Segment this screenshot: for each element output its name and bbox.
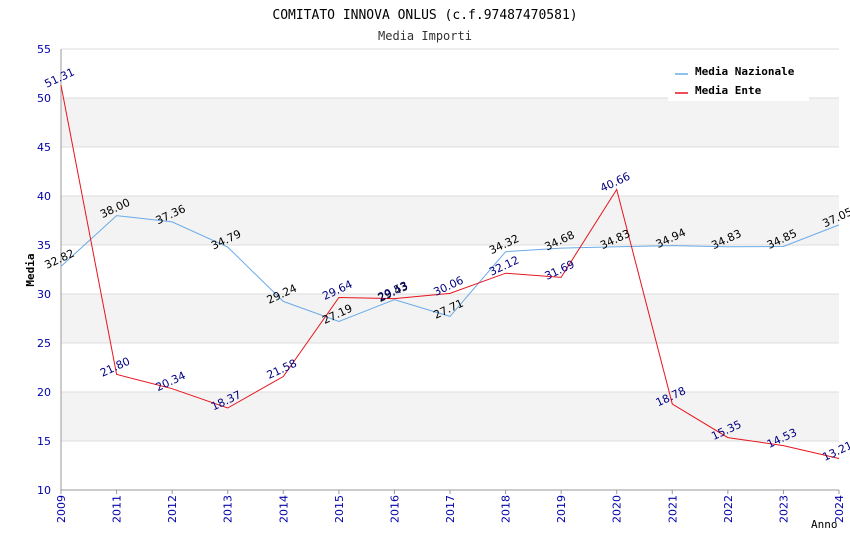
x-axis-label: Anno xyxy=(811,518,838,531)
plot-band xyxy=(61,196,839,245)
x-tick-label: 2013 xyxy=(222,495,235,523)
y-tick-label: 10 xyxy=(37,484,51,497)
plot-band xyxy=(61,294,839,343)
legend-label-media-nazionale: Media Nazionale xyxy=(695,65,795,78)
series-lines xyxy=(60,85,840,459)
x-tick-label: 2021 xyxy=(666,495,679,523)
y-axis-label: Media xyxy=(24,253,37,286)
series-line-media-ente xyxy=(60,85,840,459)
data-label-media-ente: 13.21 xyxy=(820,439,850,464)
y-tick-label: 30 xyxy=(37,288,51,301)
x-tick-label: 2019 xyxy=(555,495,568,523)
x-tick-labels: 2009 2011 2012 2013 2014 2015 2016 2017 2018 2019… xyxy=(55,495,846,523)
y-tick-label: 50 xyxy=(37,92,51,105)
x-tick-label: 2018 xyxy=(500,495,513,523)
legend-background xyxy=(668,60,809,101)
data-label-media-ente: 20.34 xyxy=(154,369,188,394)
plot-band xyxy=(61,392,839,441)
y-tick-label: 40 xyxy=(37,190,51,203)
y-tick-label: 15 xyxy=(37,435,51,448)
x-tick-label: 2022 xyxy=(722,495,735,523)
data-label-media-ente: 31.69 xyxy=(543,258,577,283)
x-tick-label: 2012 xyxy=(166,495,179,523)
series-line-media-nazionale xyxy=(60,215,840,323)
y-tick-label: 55 xyxy=(37,43,51,56)
y-tick-label: 35 xyxy=(37,239,51,252)
x-tick-label: 2015 xyxy=(333,495,346,523)
y-tick-label: 25 xyxy=(37,337,51,350)
chart-title: COMITATO INNOVA ONLUS (c.f.97487470581) xyxy=(272,8,577,23)
axes xyxy=(60,49,840,494)
x-tick-label: 2011 xyxy=(111,495,124,523)
x-tick-label: 2017 xyxy=(444,495,457,523)
x-tick-label: 2016 xyxy=(388,495,401,523)
data-label-media-ente: 51.31 xyxy=(42,65,76,90)
y-tick-labels: 10 15 20 25 30 35 40 45 50 55 xyxy=(37,43,51,497)
y-tick-label: 20 xyxy=(37,386,51,399)
legend-label-media-ente: Media Ente xyxy=(695,84,762,97)
x-tick-label: 2020 xyxy=(611,495,624,523)
plot-band xyxy=(61,98,839,147)
data-label-media-ente: 21.80 xyxy=(98,355,132,380)
chart-subtitle: Media Importi xyxy=(378,29,472,43)
x-tick-label: 2014 xyxy=(277,495,290,523)
x-tick-label: 2009 xyxy=(55,495,68,523)
x-tick-label: 2023 xyxy=(777,495,790,523)
y-tick-label: 45 xyxy=(37,141,51,154)
grid-lines xyxy=(61,48,839,491)
data-label-media-ente: 21.58 xyxy=(265,357,299,382)
x-tick-label: 2024 xyxy=(833,495,846,523)
legend: Media Nazionale Media Ente xyxy=(668,60,809,101)
plot-bands xyxy=(61,98,839,441)
